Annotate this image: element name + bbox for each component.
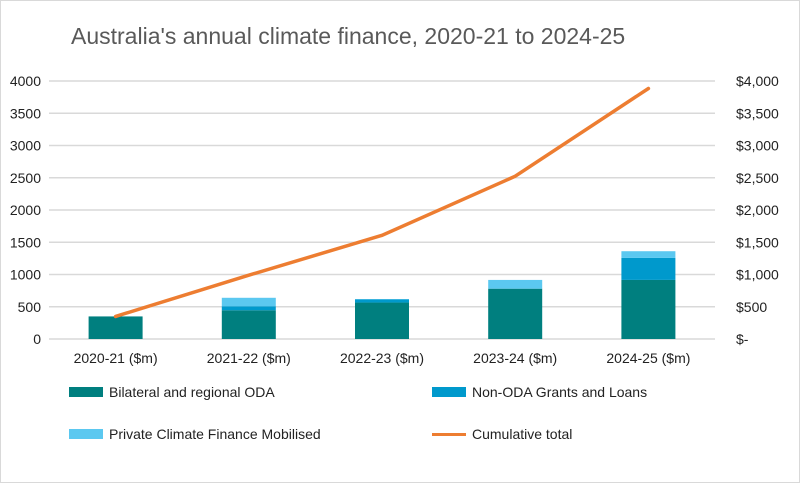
bar-segment <box>88 316 143 339</box>
bar-segment <box>355 302 409 339</box>
bar-segment <box>488 279 543 289</box>
bar-segment <box>221 310 276 339</box>
legend-swatch <box>69 429 103 439</box>
legend-label: Cumulative total <box>472 426 573 442</box>
y2-tick-label: $3,500 <box>736 105 779 121</box>
y-tick-label: 3500 <box>10 105 41 121</box>
legend-item-oda: Bilateral and regional ODA <box>69 384 275 400</box>
x-tick-label: 2020-21 ($m) <box>74 350 158 366</box>
y-tick-label: 1000 <box>10 267 41 283</box>
y2-tick-label: $1,000 <box>736 267 779 283</box>
bar-segment <box>488 288 543 339</box>
bar-segment <box>221 306 276 311</box>
y-tick-label: 4000 <box>10 73 41 89</box>
y2-tick-label: $500 <box>736 299 767 315</box>
y-tick-label: 500 <box>18 299 42 315</box>
y2-tick-label: $- <box>736 331 749 347</box>
y2-tick-label: $2,500 <box>736 170 779 186</box>
legend-line <box>432 432 466 436</box>
y-tick-label: 2500 <box>10 170 41 186</box>
x-tick-label: 2024-25 ($m) <box>606 350 690 366</box>
y2-tick-label: $4,000 <box>736 73 779 89</box>
legend-label: Non-ODA Grants and Loans <box>472 384 648 400</box>
x-tick-label: 2023-24 ($m) <box>473 350 557 366</box>
y2-tick-label: $1,500 <box>736 234 779 250</box>
legend-label: Private Climate Finance Mobilised <box>109 426 321 442</box>
bar-segment <box>621 257 676 280</box>
bar-segment <box>621 251 676 258</box>
y-tick-label: 1500 <box>10 234 41 250</box>
chart-title: Australia's annual climate finance, 2020… <box>71 23 626 49</box>
legend-item-non-oda: Non-ODA Grants and Loans <box>432 384 647 400</box>
legend-item-private: Private Climate Finance Mobilised <box>69 426 321 442</box>
legend-swatch <box>69 387 103 397</box>
bar-segment <box>355 299 409 303</box>
legend-swatch <box>432 387 466 397</box>
cumulative-line <box>113 86 651 319</box>
y-tick-label: 3000 <box>10 138 41 154</box>
y-tick-label: 2000 <box>10 202 41 218</box>
x-tick-label: 2022-23 ($m) <box>340 350 424 366</box>
legend-label: Bilateral and regional ODA <box>109 384 275 400</box>
y-tick-label: 0 <box>33 331 41 347</box>
bar-segment <box>221 297 276 307</box>
y2-tick-label: $2,000 <box>736 202 779 218</box>
x-tick-label: 2021-22 ($m) <box>207 350 291 366</box>
bar-segment <box>621 279 676 339</box>
y2-tick-label: $3,000 <box>736 138 779 154</box>
legend-item-cumulative: Cumulative total <box>432 426 572 442</box>
